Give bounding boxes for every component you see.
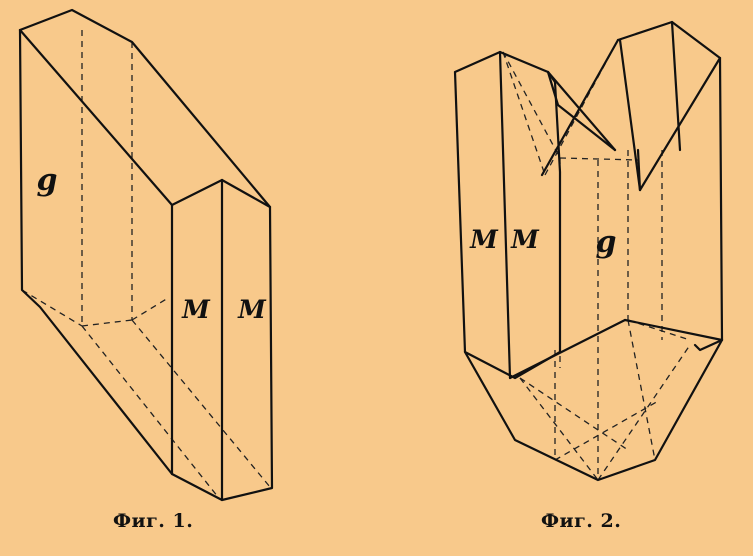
figure-2-hidden-edges bbox=[502, 39, 691, 481]
figure-2-caption: Фиг. 2. bbox=[541, 510, 622, 532]
figure-1-crystal: g M M bbox=[18, 8, 274, 502]
figure-2-twin-crystal: M M g bbox=[453, 20, 724, 482]
figure-2-visible-edges bbox=[453, 20, 724, 482]
figure-1-face-m-left-label: M bbox=[181, 295, 211, 324]
figure-2-face-m-right-label: M bbox=[510, 225, 540, 254]
figure-2-face-g-label: g bbox=[596, 225, 617, 260]
figure-1-face-g-label: g bbox=[37, 163, 58, 198]
figure-2-face-m-left-label: M bbox=[469, 225, 499, 254]
figure-1-visible-edges bbox=[18, 8, 274, 502]
figure-1-caption: Фиг. 1. bbox=[113, 510, 194, 532]
figure-1-hidden-edges bbox=[21, 30, 271, 498]
figure-1-face-m-right-label: M bbox=[237, 295, 267, 324]
